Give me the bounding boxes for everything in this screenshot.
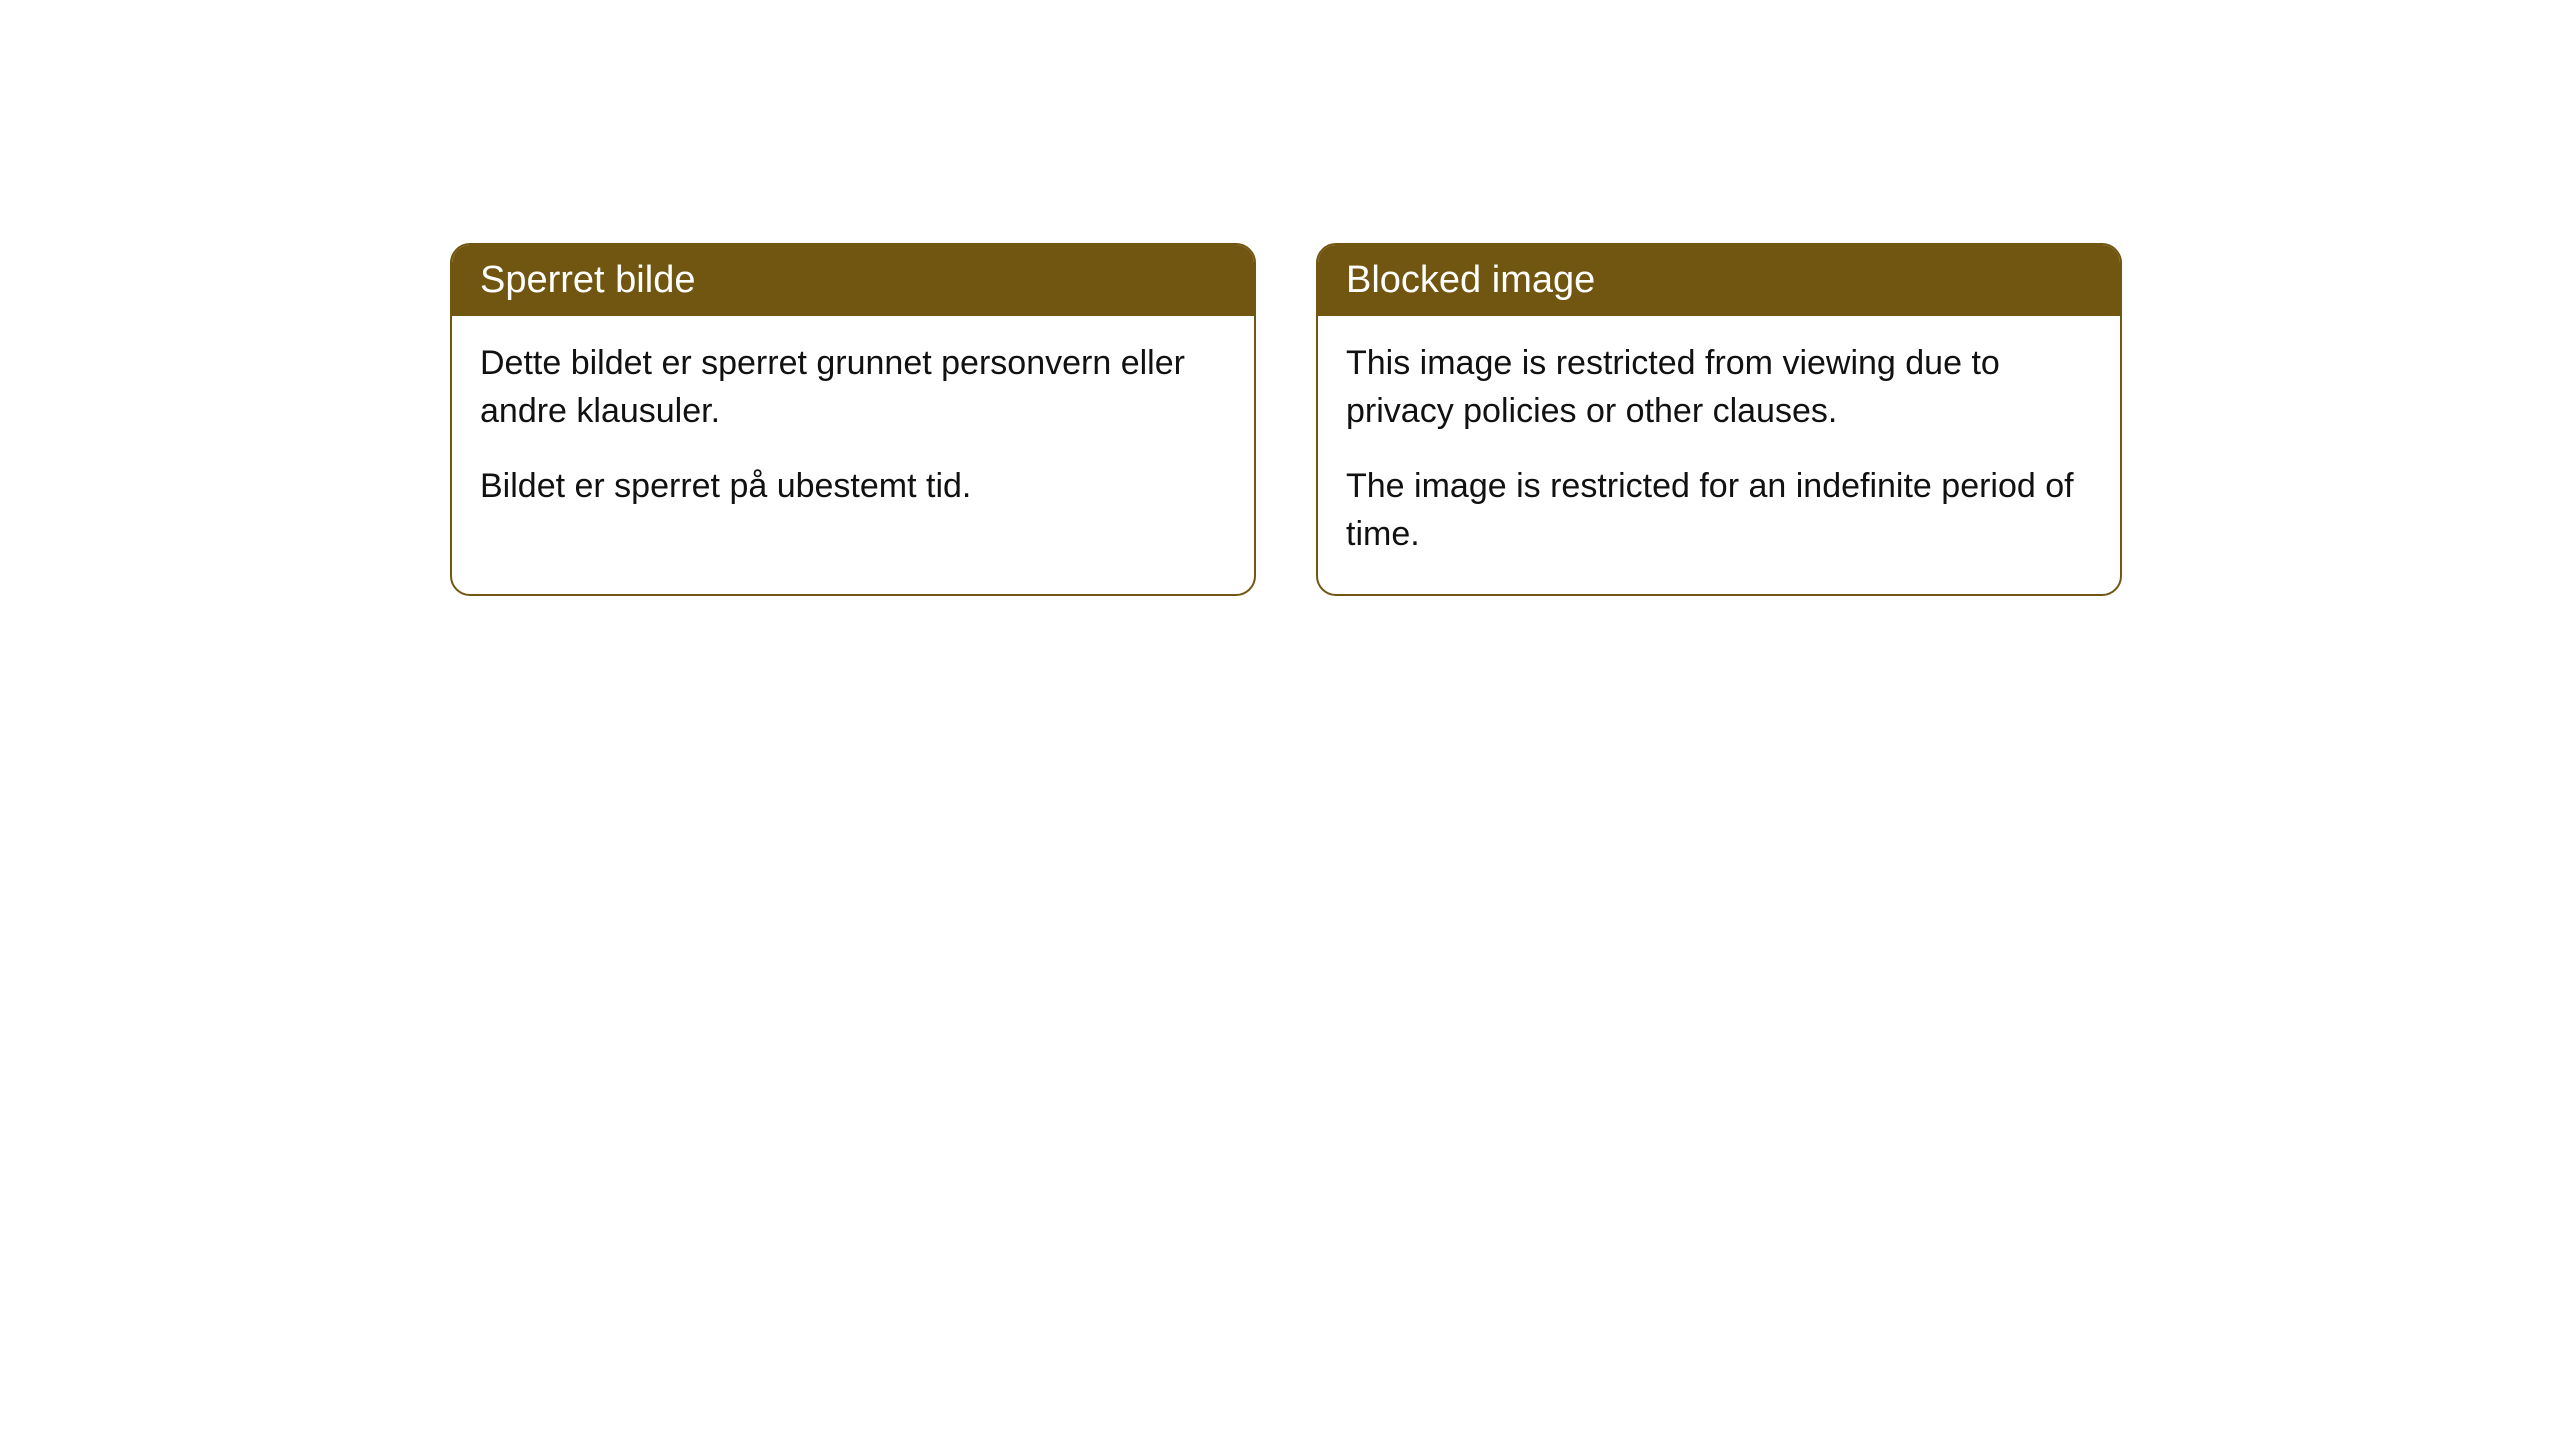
card-paragraph: This image is restricted from viewing du… (1346, 340, 2092, 435)
card-body: This image is restricted from viewing du… (1318, 316, 2120, 594)
card-paragraph: Bildet er sperret på ubestemt tid. (480, 463, 1226, 511)
card-title: Sperret bilde (480, 259, 695, 301)
notice-card-norwegian: Sperret bilde Dette bildet er sperret gr… (450, 243, 1256, 596)
notice-card-english: Blocked image This image is restricted f… (1316, 243, 2122, 596)
card-header: Blocked image (1318, 245, 2120, 316)
card-header: Sperret bilde (452, 245, 1254, 316)
card-paragraph: The image is restricted for an indefinit… (1346, 463, 2092, 558)
card-body: Dette bildet er sperret grunnet personve… (452, 316, 1254, 547)
card-paragraph: Dette bildet er sperret grunnet personve… (480, 340, 1226, 435)
card-title: Blocked image (1346, 259, 1595, 301)
notice-card-container: Sperret bilde Dette bildet er sperret gr… (450, 243, 2122, 596)
